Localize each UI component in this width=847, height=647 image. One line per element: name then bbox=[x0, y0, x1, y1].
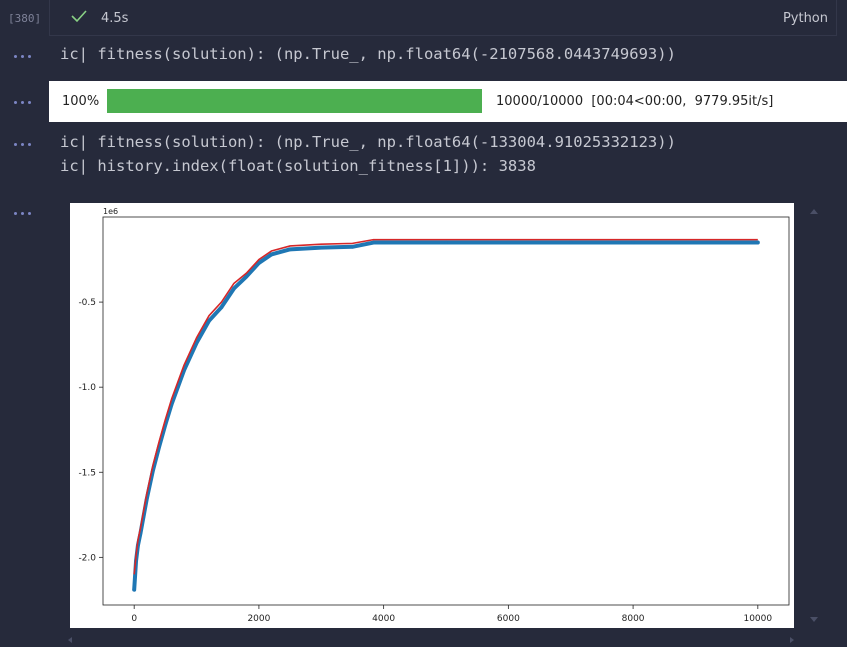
output-line-1: ic| fitness(solution): (np.True_, np.flo… bbox=[60, 45, 676, 63]
output-line-3: ic| history.index(float(solution_fitness… bbox=[60, 157, 536, 175]
output-more-icon[interactable] bbox=[12, 139, 36, 149]
series-blue-line bbox=[132, 240, 760, 592]
x-tick-label: 6000 bbox=[497, 614, 520, 624]
series-blue-point bbox=[693, 240, 698, 245]
x-tick-label: 2000 bbox=[247, 614, 270, 624]
fitness-history-chart: 0 2000 4000 6000 8000 10000 -0.5 -1.0 -1.5 -2.0 1e… bbox=[78, 207, 790, 624]
cell-header: [380] 4.5s Python bbox=[0, 0, 847, 38]
series-blue-point bbox=[232, 286, 236, 291]
x-tick-label: 10000 bbox=[743, 614, 772, 624]
scroll-down-arrow-icon[interactable] bbox=[810, 617, 818, 622]
output-line-2: ic| fitness(solution): (np.True_, np.flo… bbox=[60, 133, 676, 151]
progress-bar-fill bbox=[107, 89, 482, 113]
series-blue-point bbox=[269, 252, 274, 257]
cell-status-bar bbox=[49, 0, 837, 36]
series-blue-point bbox=[756, 240, 760, 245]
progress-output: 100% 10000/10000 [00:04<00:00, 9779.95it… bbox=[49, 81, 847, 122]
series-blue-point bbox=[381, 240, 386, 245]
scroll-right-arrow-icon[interactable] bbox=[790, 637, 794, 643]
series-blue-point bbox=[194, 341, 199, 345]
scroll-up-arrow-icon[interactable] bbox=[810, 209, 818, 214]
y-tick-label: -0.5 bbox=[78, 298, 96, 308]
x-tick-label: 0 bbox=[131, 614, 137, 624]
progress-bar-track bbox=[107, 89, 482, 113]
scroll-left-arrow-icon[interactable] bbox=[68, 637, 72, 643]
series-blue-point bbox=[132, 587, 136, 592]
plot-output: 0 2000 4000 6000 8000 10000 -0.5 -1.0 -1.5 -2.0 1e… bbox=[70, 203, 794, 628]
series-red-line bbox=[133, 238, 758, 575]
plot-area-frame bbox=[102, 216, 790, 606]
y-tick-label: -2.0 bbox=[78, 553, 96, 563]
kernel-label[interactable]: Python bbox=[782, 11, 828, 26]
series-blue-point bbox=[371, 240, 376, 245]
x-tick-label: 4000 bbox=[372, 614, 395, 624]
series-blue-point bbox=[319, 245, 324, 250]
series-blue-point bbox=[288, 247, 292, 252]
progress-stats: 10000/10000 [00:04<00:00, 9779.95it/s] bbox=[496, 94, 774, 109]
series-blue-point bbox=[244, 274, 249, 279]
y-tick-label: -1.5 bbox=[78, 468, 96, 478]
y-tick-label: -1.0 bbox=[78, 383, 96, 393]
series-blue-point bbox=[444, 240, 448, 245]
series-blue-point bbox=[631, 240, 635, 245]
execution-count: [380] bbox=[8, 12, 42, 25]
progress-percent: 100% bbox=[62, 94, 100, 109]
x-tick-label: 8000 bbox=[622, 614, 645, 624]
series-blue-point bbox=[350, 244, 355, 249]
output-more-icon[interactable] bbox=[12, 208, 36, 218]
series-blue-point bbox=[506, 240, 511, 245]
y-scale-label: 1e6 bbox=[103, 207, 118, 216]
execution-duration: 4.5s bbox=[101, 11, 129, 26]
check-icon bbox=[71, 10, 87, 23]
output-more-icon[interactable] bbox=[12, 97, 36, 107]
output-more-icon[interactable] bbox=[12, 51, 36, 61]
series-blue-point bbox=[257, 261, 261, 265]
series-blue-point bbox=[568, 240, 573, 245]
series-blue-point bbox=[207, 319, 211, 323]
series-blue-point bbox=[219, 305, 224, 309]
